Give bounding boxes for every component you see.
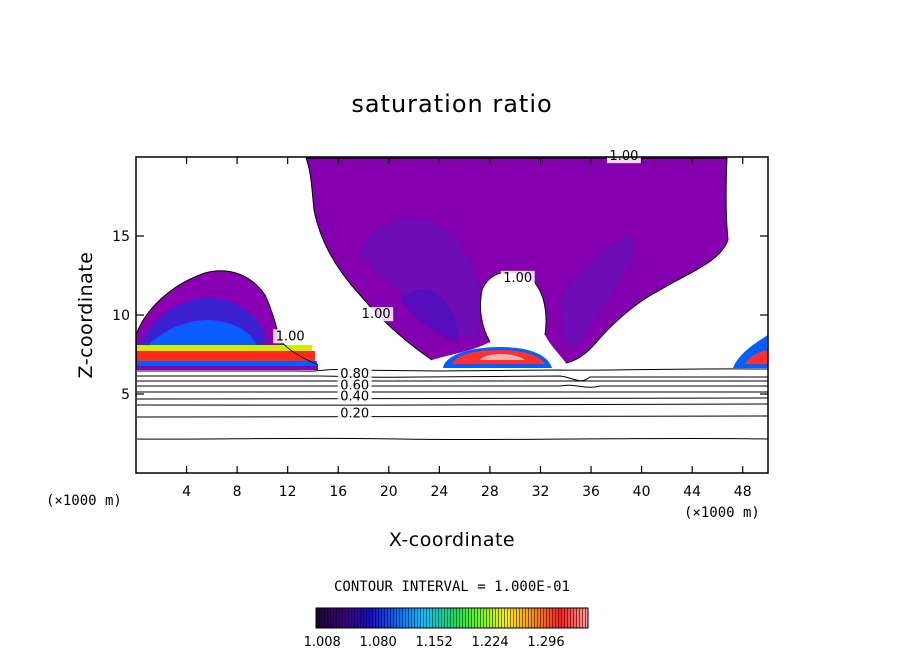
colorbar: 1.008 1.080 1.152 1.224 1.296	[304, 607, 589, 650]
colorbar-tick-label: 1.224	[471, 635, 508, 650]
contour-label-bg	[359, 307, 394, 322]
left-cloud-band-yellow	[137, 345, 312, 351]
left-cloud-band-blue	[137, 361, 317, 366]
contour-label: 1.00	[276, 329, 305, 344]
contour-label-bg	[273, 329, 308, 344]
contour-lines	[135, 157, 769, 441]
contour-label: 1.00	[503, 271, 532, 286]
x-tick-label: 44	[683, 484, 701, 500]
contour-label: 0.20	[340, 407, 369, 422]
contour-label: 1.00	[362, 307, 391, 322]
y-tick-layer: 5 10 15	[112, 229, 768, 403]
chart-title: saturation ratio	[351, 90, 552, 118]
x-tick-label: 20	[380, 484, 398, 500]
anvil-inner-shade-left	[360, 218, 480, 340]
middle-cloud-center	[480, 354, 525, 360]
x-tick-label: 28	[481, 484, 499, 500]
y-tick-label: 10	[112, 308, 130, 324]
contour-label-bg	[337, 367, 372, 382]
x-unit-label-right: (×1000 m)	[684, 505, 760, 521]
colorbar-tick-label: 1.296	[527, 635, 564, 650]
y-axis-label: Z-coordinate	[75, 252, 97, 379]
colorbar-stripes	[316, 608, 588, 628]
x-tick-label: 12	[279, 484, 297, 500]
x-tick-label: 40	[633, 484, 651, 500]
x-tick-layer: 4 8 12 16 20 24 28 32 36 40 44 48	[182, 157, 752, 500]
x-axis-label: X-coordinate	[389, 529, 515, 551]
contour-label-layer: 1.001.001.001.000.800.600.400.20	[273, 149, 641, 422]
x-tick-label: 24	[430, 484, 448, 500]
plot-area: 1.001.001.001.000.800.600.400.20 4 8 12 16 2…	[112, 149, 769, 500]
y-tick-label: 5	[121, 387, 130, 403]
x-tick-label: 8	[233, 484, 242, 500]
contour-label: 0.40	[340, 389, 369, 404]
x-tick-label: 16	[329, 484, 347, 500]
contour-label-bg	[500, 270, 535, 285]
contour-label-bg	[606, 149, 641, 164]
x-tick-label: 4	[182, 484, 191, 500]
colorbar-border	[315, 607, 589, 629]
right-cloud-edge-core	[745, 350, 768, 364]
colorbar-tick-label: 1.008	[304, 635, 341, 650]
x-unit-label-left: (×1000 m)	[46, 493, 122, 509]
x-tick-label: 36	[582, 484, 600, 500]
left-cloud-band-red	[137, 351, 315, 361]
contour-label-bg	[337, 378, 372, 393]
contour-label-bg	[337, 389, 372, 404]
contour-interval-text: CONTOUR INTERVAL = 1.000E-01	[334, 579, 570, 595]
colorbar-labels: 1.008 1.080 1.152 1.224 1.296	[304, 635, 565, 650]
contour-label-bg	[337, 406, 372, 421]
anvil-inner-shade-right	[560, 236, 635, 347]
left-cloud-inner	[150, 320, 258, 348]
x-tick-label: 48	[734, 484, 752, 500]
anvil-deep-core	[400, 289, 459, 342]
y-tick-label: 15	[112, 229, 130, 245]
colorbar-tick-label: 1.152	[416, 635, 453, 650]
x-tick-label: 32	[532, 484, 550, 500]
colorbar-tick-label: 1.080	[360, 635, 397, 650]
